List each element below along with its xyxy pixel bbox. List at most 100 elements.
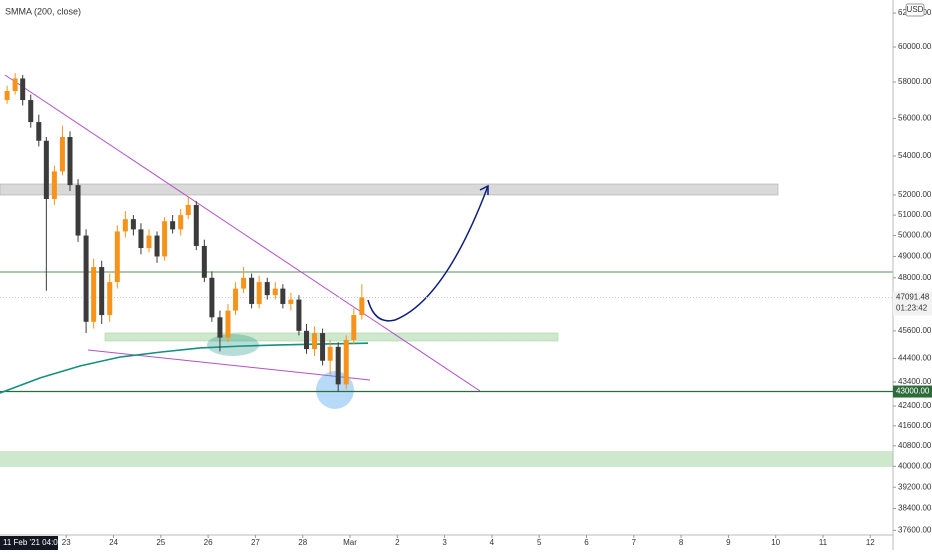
candle-body	[178, 215, 184, 230]
candle-body	[154, 235, 160, 257]
countdown: 01:23:42	[896, 304, 928, 313]
candle-body	[256, 282, 262, 304]
candle-body	[59, 136, 65, 172]
y-tick-label: 43400.00	[898, 377, 932, 386]
y-tick-label: 49000.00	[898, 252, 932, 261]
candle-body	[351, 315, 357, 340]
x-tick-label: 28	[298, 538, 307, 547]
candle-body	[4, 91, 10, 101]
candle-body	[20, 78, 26, 101]
candle-body	[83, 235, 89, 322]
y-tick-label: 60000.00	[898, 42, 932, 51]
drawings	[0, 74, 893, 467]
x-tick-label: 2	[395, 538, 400, 547]
x-tick-label: 24	[109, 538, 118, 547]
x-tick-label: 3	[442, 538, 447, 547]
candle-body	[138, 229, 144, 249]
candle-body	[170, 221, 176, 230]
y-tick-label: 58000.00	[898, 77, 932, 86]
candle-body	[193, 204, 199, 246]
x-tick-label: 6	[584, 538, 589, 547]
candle-body	[107, 282, 113, 316]
candle-body	[233, 288, 239, 311]
candle-body	[288, 299, 294, 304]
x-tick-label: 9	[726, 538, 731, 547]
candle-body	[312, 333, 318, 350]
y-tick-label: 42400.00	[898, 401, 932, 410]
candle-body	[114, 231, 120, 283]
candle-body	[130, 219, 136, 230]
candle-body	[225, 310, 231, 338]
smma-line	[0, 342, 368, 394]
candle-body	[272, 288, 278, 296]
candle-body	[146, 235, 152, 249]
candle-body	[185, 204, 191, 216]
candle-body	[249, 277, 255, 304]
candle-body	[43, 140, 49, 199]
y-tick-label: 51000.00	[898, 210, 932, 219]
y-tick-label: 41600.00	[898, 421, 932, 430]
indicator-label: SMMA (200, close)	[5, 6, 81, 16]
x-tick-label: 10	[771, 538, 780, 547]
y-tick-label: 54000.00	[898, 151, 932, 160]
candle-body	[36, 122, 42, 141]
candle-body	[335, 346, 341, 385]
projection-arrow	[367, 185, 489, 322]
x-tick-label: 8	[679, 538, 684, 547]
candle-body	[241, 277, 247, 289]
candle-body	[280, 288, 286, 304]
x-tick-label: 7	[632, 538, 637, 547]
candle-body	[99, 267, 105, 316]
candle-body	[75, 185, 81, 236]
candle-body	[303, 330, 309, 350]
price-label: 43000.00	[896, 387, 930, 396]
y-tick-label: 48000.00	[898, 273, 932, 282]
y-tick-label: 56000.00	[898, 113, 932, 122]
x-tick-label: 25	[156, 538, 165, 547]
y-tick-label: 38400.00	[898, 504, 932, 513]
candle-body	[327, 346, 333, 361]
candle-body	[343, 339, 349, 385]
last-price-box	[893, 291, 932, 316]
y-tick-label: 39200.00	[898, 482, 932, 491]
currency-label: USD	[907, 5, 924, 14]
x-tick-label: 27	[251, 538, 260, 547]
last-price-label: 47091.48	[896, 293, 930, 302]
candle-body	[51, 171, 57, 199]
currency-box	[905, 3, 925, 17]
x-tick-label: 5	[537, 538, 542, 547]
x-tick-label: 4	[490, 538, 495, 547]
candle-body	[217, 317, 223, 338]
price-label-box	[893, 385, 932, 398]
highlight	[207, 334, 259, 356]
candle-body	[162, 221, 168, 257]
x-tick-label: 11	[819, 538, 828, 547]
x-tick-label: Mar	[343, 538, 357, 547]
cursor-time-label: 11 Feb '21 04:00	[3, 538, 63, 547]
candle-body	[264, 282, 270, 296]
trendline	[4, 74, 481, 392]
candle-body	[201, 245, 207, 278]
y-tick-label: 44400.00	[898, 354, 932, 363]
x-tick-label: 23	[62, 538, 71, 547]
candle-body	[91, 267, 97, 322]
x-tick-label: 26	[204, 538, 213, 547]
candle-body	[209, 277, 215, 318]
y-tick-label: 37600.00	[898, 525, 932, 534]
candle-body	[296, 299, 302, 331]
support-zone	[104, 332, 559, 342]
candle-body	[359, 297, 365, 316]
resistance-zone	[0, 183, 779, 196]
cursor-time-box	[0, 536, 58, 550]
demand-zone	[0, 451, 893, 467]
y-tick-label: 52000.00	[898, 190, 932, 199]
y-tick-label: 50000.00	[898, 231, 932, 240]
y-tick-label: 40800.00	[898, 441, 932, 450]
y-tick-label: 40000.00	[898, 461, 932, 470]
candle-body	[320, 333, 326, 361]
y-tick-label: 45600.00	[898, 326, 932, 335]
candle-body	[28, 100, 34, 123]
candle-body	[12, 78, 18, 92]
